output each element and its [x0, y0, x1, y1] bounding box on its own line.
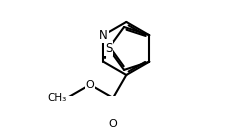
Text: S: S — [105, 42, 112, 55]
Text: O: O — [86, 80, 94, 90]
Text: CH₃: CH₃ — [48, 93, 67, 103]
Text: N: N — [99, 29, 108, 42]
Text: O: O — [109, 119, 117, 129]
